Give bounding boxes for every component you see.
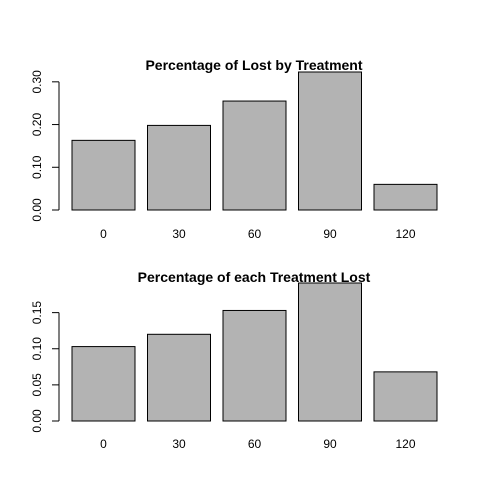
x-tick-label: 30 [172,437,186,451]
y-tick-label: 0.00 [30,409,44,433]
bars [71,71,438,211]
y-tick-label: 0.15 [30,301,44,325]
bars [71,282,438,422]
bar-30 [147,124,211,211]
x-tick-labels: 0 30 60 90 120 [100,437,416,451]
chart-title: Percentage of each Treatment Lost [138,269,371,285]
x-tick-label: 120 [395,227,415,241]
y-axis: 0.00 0.10 0.20 0.30 [30,70,60,222]
y-tick-label: 0.30 [30,70,44,94]
bar-0 [71,346,136,422]
x-tick-label: 120 [395,437,415,451]
chart-each-treatment-lost: Percentage of each Treatment Lost 0.000.… [30,269,438,451]
bar-120 [373,371,438,422]
bar-0 [71,139,136,211]
y-tick-label: 0.00 [30,198,44,222]
bar-60 [222,309,287,422]
y-tick-label: 0.05 [30,373,44,397]
y-tick-label: 0.10 [30,337,44,361]
x-tick-label: 0 [100,437,107,451]
bar-90 [298,282,362,422]
x-tick-label: 90 [323,437,337,451]
y-axis: 0.00 0.05 0.10 0.15 [30,301,60,433]
bar-60 [222,100,287,211]
y-tick-label: 0.10 [30,155,44,179]
chart-lost-by-treatment: Percentage of Lost by Treatment 0.00 0.10… [30,57,438,241]
chart-title: Percentage of Lost by Treatment [145,57,362,73]
x-tick-labels: 0 30 60 90 120 [100,227,416,241]
bar-90 [298,71,362,211]
bar-30 [147,333,211,422]
x-tick-label: 90 [323,227,337,241]
bar-120 [373,183,438,211]
x-tick-label: 60 [248,227,262,241]
x-tick-label: 0 [100,227,107,241]
x-tick-label: 30 [172,227,186,241]
x-tick-label: 60 [248,437,262,451]
y-tick-label: 0.20 [30,113,44,137]
